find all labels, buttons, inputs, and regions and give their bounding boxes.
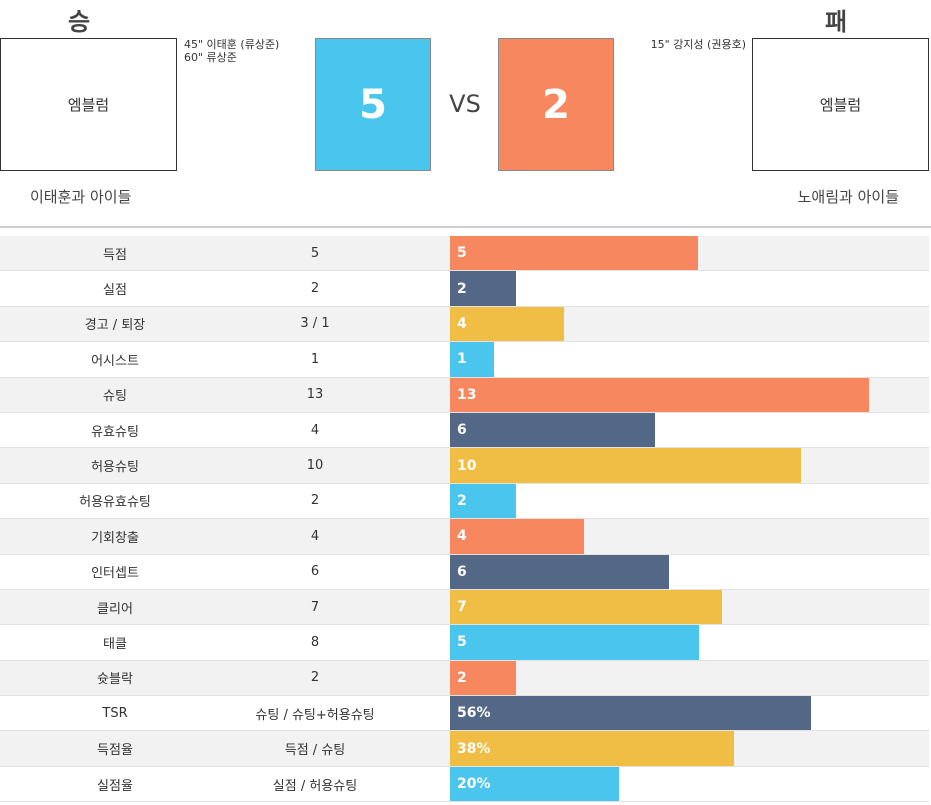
home-emblem-placeholder: 엠블럼 [67, 96, 110, 114]
stat-row: 인터셉트 6 6 [0, 554, 929, 590]
stat-bar-track: 13 [450, 377, 929, 412]
stat-label: 인터셉트 [91, 566, 139, 582]
stat-row: 클리어 7 7 [0, 589, 929, 626]
stat-bar-track: 38% [450, 731, 929, 766]
stat-row: 태클 8 5 [0, 625, 929, 661]
stat-value: 득점 / 슈팅 [284, 743, 346, 759]
stat-value: 2 [310, 670, 320, 686]
stat-value: 4 [310, 422, 320, 438]
stat-bar-track: 56% [450, 696, 929, 731]
stat-row: 실점 2 2 [0, 271, 929, 307]
stat-bar: 5 [450, 236, 699, 271]
stat-label: 득점율 [97, 743, 133, 759]
stat-bar-track: 4 [450, 519, 929, 554]
stat-bar: 13 [450, 377, 870, 412]
stat-bar: 4 [450, 306, 564, 342]
stat-value: 13 [306, 387, 324, 403]
stat-label: 유효슈팅 [91, 424, 139, 440]
stat-value: 2 [310, 493, 320, 509]
stat-value: 1 [310, 351, 320, 367]
stat-label: 어시스트 [91, 353, 139, 369]
stat-value: 4 [310, 528, 320, 544]
vs-label: VS [449, 90, 481, 118]
stat-label: 실점 [103, 283, 127, 299]
stat-bar: 20% [450, 766, 620, 802]
stat-bar-track: 20% [450, 766, 929, 802]
home-scorer-line: 45" 이태훈 (류상준) [184, 38, 280, 51]
stat-bar: 6 [450, 554, 669, 589]
stat-label: 클리어 [97, 601, 133, 617]
stat-bar: 7 [450, 589, 723, 625]
stat-row: 어시스트 1 1 [0, 342, 929, 378]
stat-label: 슛블락 [97, 672, 133, 688]
header-divider [0, 226, 931, 228]
away-team-emblem: 엠블럼 [752, 38, 929, 171]
stat-label: 경고 / 퇴장 [84, 318, 146, 334]
stat-label: TSR [102, 705, 128, 721]
away-emblem-placeholder: 엠블럼 [819, 96, 862, 114]
stat-value: 3 / 1 [300, 316, 330, 332]
stat-bar: 56% [450, 696, 812, 731]
stat-row: 경고 / 퇴장 3 / 1 4 [0, 306, 929, 343]
stat-bar-track: 4 [450, 306, 929, 342]
stat-row: 득점율 득점 / 슈팅 38% [0, 731, 929, 767]
away-score: 2 [498, 38, 614, 171]
stat-row: 득점 5 5 [0, 236, 929, 272]
stat-value: 5 [310, 245, 320, 261]
away-scorer-line: 15" 강지성 (권용호) [650, 38, 746, 51]
stat-row: 유효슈팅 4 6 [0, 412, 929, 449]
stat-row: 허용슈팅 10 10 [0, 448, 929, 484]
stat-bar: 6 [450, 412, 655, 448]
stat-bar: 2 [450, 271, 517, 306]
stat-bar: 38% [450, 731, 735, 766]
stat-bar-track: 6 [450, 554, 929, 589]
stat-bar-track: 10 [450, 448, 929, 483]
stat-label: 태클 [103, 636, 127, 652]
stat-bar-track: 2 [450, 271, 929, 306]
stat-value: 실점 / 허용슈팅 [272, 778, 358, 794]
home-team-name: 이태훈과 아이들 [30, 188, 132, 206]
home-team-emblem: 엠블럼 [0, 38, 177, 171]
stat-label: 허용유효슈팅 [79, 495, 151, 511]
stat-label: 허용슈팅 [91, 460, 139, 476]
stat-label: 슈팅 [103, 389, 127, 405]
stat-value: 슈팅 / 슈팅+허용슈팅 [255, 707, 375, 723]
stat-bar-track: 7 [450, 589, 929, 625]
stat-bar: 10 [450, 448, 802, 483]
stat-row: 슈팅 13 13 [0, 377, 929, 413]
away-team-name: 노애림과 아이들 [797, 188, 899, 206]
home-scorers: 45" 이태훈 (류상준) 60" 류상준 [184, 38, 279, 64]
stat-bar: 5 [450, 625, 700, 660]
stat-bar-track: 6 [450, 412, 929, 448]
stat-label: 득점 [103, 247, 127, 263]
stat-bar-track: 5 [450, 236, 929, 271]
stat-value: 10 [306, 458, 324, 474]
stat-value: 8 [310, 634, 320, 650]
stat-label: 실점율 [97, 778, 133, 794]
result-win-label: 승 [68, 8, 91, 36]
home-scorer-line: 60" 류상준 [184, 51, 237, 64]
stat-bar-track: 2 [450, 660, 929, 696]
stat-bar-track: 1 [450, 342, 929, 377]
stat-bar: 2 [450, 483, 517, 519]
stat-bar: 1 [450, 342, 495, 377]
stat-row: 허용유효슈팅 2 2 [0, 483, 929, 520]
stat-value: 6 [310, 564, 320, 580]
result-lose-label: 패 [825, 8, 848, 36]
stat-value: 2 [310, 281, 320, 297]
home-score: 5 [315, 38, 431, 171]
stat-bar: 2 [450, 660, 517, 696]
stat-row: 기회창출 4 4 [0, 519, 929, 555]
stat-bar-track: 5 [450, 625, 929, 660]
away-scorers: 15" 강지성 (권용호) [651, 38, 746, 51]
stat-bar-track: 2 [450, 483, 929, 519]
stat-value: 7 [310, 599, 320, 615]
stat-row: 실점율 실점 / 허용슈팅 20% [0, 766, 929, 803]
stats-table: 득점 5 5 실점 2 2 경고 / 퇴장 3 / 1 4 어시스트 1 1 슈팅 13 13 유효슈팅 4 6 허… [0, 236, 929, 803]
stat-row: TSR 슈팅 / 슈팅+허용슈팅 56% [0, 696, 929, 732]
stat-label: 기회창출 [91, 530, 139, 546]
stat-bar: 4 [450, 519, 585, 554]
stat-row: 슛블락 2 2 [0, 660, 929, 697]
